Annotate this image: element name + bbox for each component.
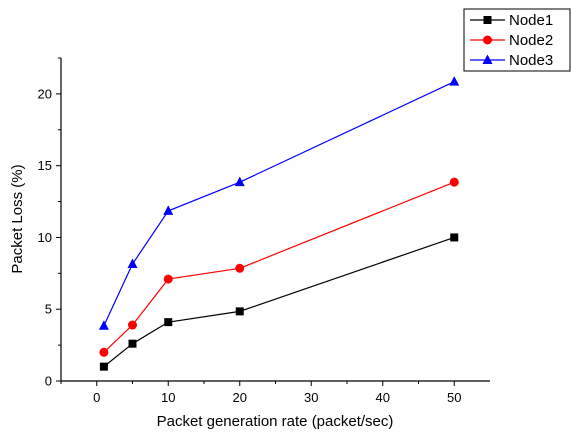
y-tick-label: 20 bbox=[38, 86, 52, 101]
data-point-node2 bbox=[449, 177, 459, 187]
data-point-node1 bbox=[235, 307, 244, 316]
legend-marker-node3 bbox=[482, 54, 493, 64]
data-point-node2 bbox=[235, 263, 245, 273]
series-node3 bbox=[98, 76, 460, 330]
legend-label-node1: Node1 bbox=[509, 12, 553, 29]
series-line-node2 bbox=[103, 181, 455, 353]
data-point-node2 bbox=[128, 320, 137, 330]
data-point-node3 bbox=[163, 205, 174, 215]
y-tick-label: 5 bbox=[45, 302, 52, 317]
series-node1 bbox=[99, 233, 459, 371]
y-tick-label: 0 bbox=[45, 374, 52, 389]
data-point-node1 bbox=[99, 362, 108, 371]
legend-label-node3: Node3 bbox=[509, 52, 553, 69]
data-point-node3 bbox=[127, 258, 138, 269]
x-tick-label: 10 bbox=[161, 390, 175, 405]
y-axis-label: Packet Loss (%) bbox=[9, 164, 26, 273]
x-tick-label: 40 bbox=[376, 390, 390, 405]
data-point-node2 bbox=[99, 347, 109, 357]
data-point-node3 bbox=[449, 76, 460, 86]
legend: Node1 Node2 Node3 bbox=[463, 8, 571, 72]
series-node2 bbox=[99, 177, 459, 357]
legend-marker-node1 bbox=[483, 16, 492, 24]
data-point-node1 bbox=[450, 233, 459, 242]
data-point-node1 bbox=[128, 339, 137, 348]
y-tick-label: 10 bbox=[38, 230, 52, 245]
x-tick-label: 50 bbox=[447, 390, 461, 405]
x-axis-label: Packet generation rate (packet/sec) bbox=[157, 413, 394, 430]
data-point-node1 bbox=[164, 318, 173, 327]
x-tick-label: 20 bbox=[233, 390, 247, 405]
series-layer bbox=[98, 76, 460, 371]
x-tick-label: 0 bbox=[93, 390, 100, 405]
x-tick-label: 30 bbox=[304, 390, 318, 405]
legend-label-node2: Node2 bbox=[509, 32, 553, 49]
x-ticks: 0 10 20 30 40 50 bbox=[60, 381, 461, 405]
data-point-node3 bbox=[98, 320, 109, 330]
legend-marker-node2 bbox=[483, 35, 492, 45]
data-point-node3 bbox=[234, 176, 245, 187]
y-tick-label: 15 bbox=[38, 158, 52, 173]
data-point-node2 bbox=[163, 274, 173, 284]
y-ticks: 0 5 10 15 20 bbox=[38, 57, 61, 389]
series-line-node1 bbox=[103, 236, 455, 368]
